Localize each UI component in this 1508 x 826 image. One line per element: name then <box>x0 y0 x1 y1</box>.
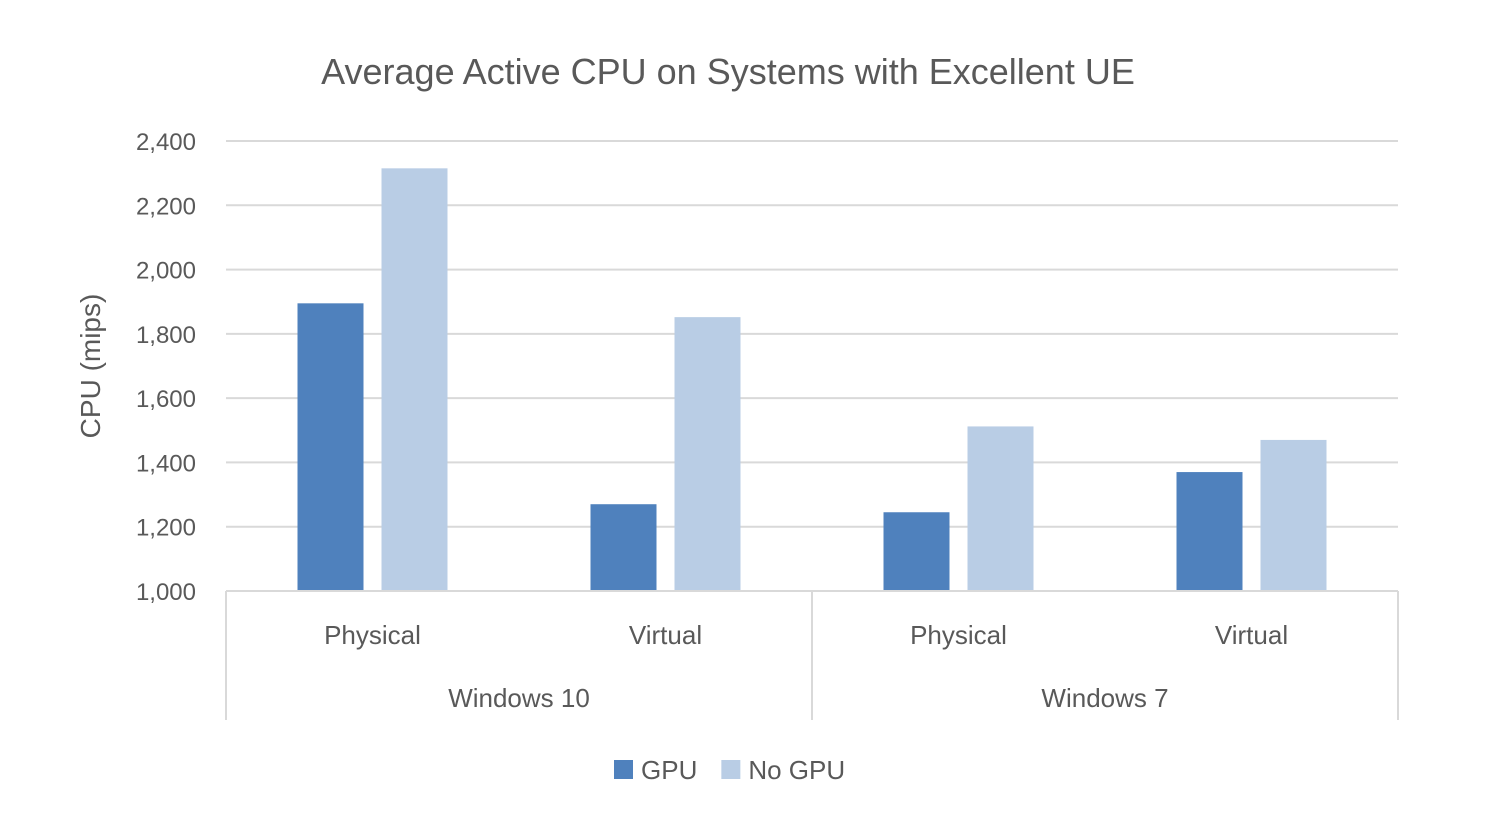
bar-gpu-1 <box>590 504 657 591</box>
x-group-label: Windows 10 <box>448 683 590 713</box>
y-tick-label: 1,200 <box>136 515 196 542</box>
y-tick-label: 2,200 <box>136 193 196 220</box>
y-axis-ticks: 1,000 1,200 1,400 1,600 1,800 2,000 2,200 2,400 <box>136 129 196 606</box>
y-axis-label: CPU (mips) <box>75 294 106 439</box>
y-tick-label: 1,600 <box>136 386 196 413</box>
bar-gpu-0 <box>297 303 364 591</box>
x-axis: Physical Virtual Windows 10 Physical Virtual… <box>225 590 1399 720</box>
y-tick-label: 2,000 <box>136 258 196 285</box>
legend-label: No GPU <box>748 755 845 785</box>
bar-no-gpu-2 <box>967 426 1034 591</box>
bar-no-gpu-3 <box>1260 439 1327 591</box>
legend-label: GPU <box>641 755 697 785</box>
legend-swatch-gpu <box>614 760 633 779</box>
x-group-label: Windows 7 <box>1041 683 1168 713</box>
y-tick-label: 2,400 <box>136 129 196 156</box>
bar-gpu-2 <box>883 512 950 591</box>
y-tick-label: 1,800 <box>136 322 196 349</box>
bar-no-gpu-1 <box>674 317 741 591</box>
legend-swatch-no-gpu <box>721 760 741 779</box>
x-category-label: Physical <box>324 620 421 650</box>
x-category-label: Virtual <box>1215 620 1288 650</box>
bars <box>297 168 1327 592</box>
y-tick-label: 1,000 <box>136 579 196 606</box>
y-tick-label: 1,400 <box>136 450 196 477</box>
bar-gpu-3 <box>1176 472 1243 591</box>
bar-no-gpu-0 <box>381 168 448 592</box>
x-category-label: Physical <box>910 620 1007 650</box>
x-category-label: Virtual <box>629 620 702 650</box>
legend: GPU No GPU <box>614 755 845 785</box>
chart-title: Average Active CPU on Systems with Excel… <box>321 51 1135 92</box>
